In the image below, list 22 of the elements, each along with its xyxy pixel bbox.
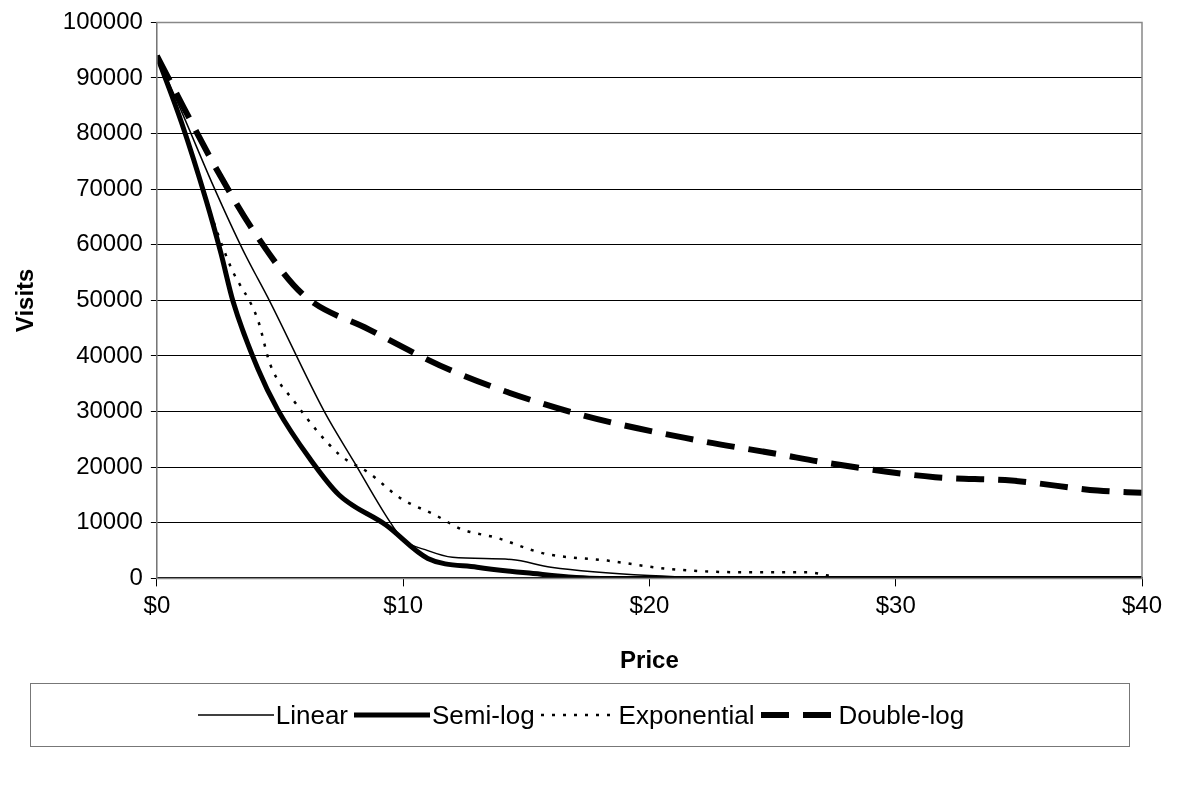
- y-axis-title: Visits: [11, 268, 39, 333]
- y-tick-label: 0: [129, 563, 143, 591]
- y-tick-label: 90000: [76, 62, 143, 90]
- x-tick-label: $10: [383, 591, 424, 619]
- y-tick-label: 50000: [76, 285, 143, 313]
- x-tick-label: $20: [629, 591, 670, 619]
- x-axis-title: Price: [620, 646, 679, 674]
- x-tick-label: $30: [875, 591, 916, 619]
- y-tick-label: 70000: [76, 173, 143, 201]
- y-tick-label: 40000: [76, 340, 143, 368]
- legend-label: Semi-log: [432, 699, 535, 731]
- legend-label: Double-log: [838, 699, 965, 731]
- x-tick-label: $40: [1121, 591, 1163, 619]
- y-tick-label: 60000: [76, 229, 143, 257]
- legend-label: Exponential: [618, 699, 755, 731]
- y-tick-label: 100000: [62, 7, 143, 35]
- y-tick-label: 80000: [76, 118, 143, 146]
- y-tick-label: 20000: [76, 451, 143, 479]
- x-tick-label: $0: [143, 591, 171, 619]
- y-tick-label: 10000: [76, 507, 143, 535]
- legend-label: Linear: [275, 699, 349, 731]
- y-tick-label: 30000: [76, 396, 143, 424]
